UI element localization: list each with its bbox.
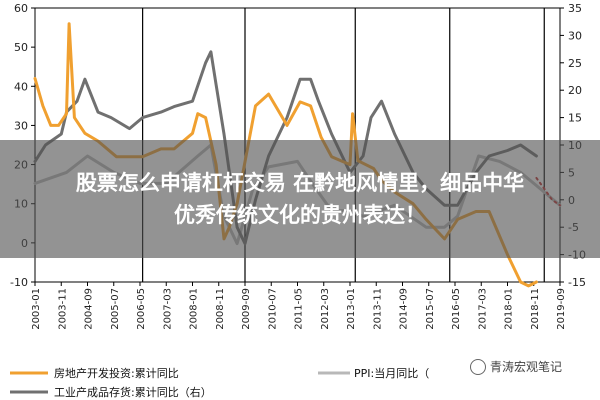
x-tick-label: 2004-09 [84,288,95,330]
x-tick-label: 2017-03 [477,288,488,330]
left-tick-label: 60 [14,2,28,15]
x-tick-label: 2012-03 [320,288,331,330]
right-tick-label: 20 [568,84,582,97]
x-tick-label: 2009-09 [241,288,252,330]
right-tick-label: -15 [568,276,586,289]
x-tick-label: 2003-11 [57,288,68,330]
left-tick-label: 30 [14,119,28,132]
legend-label-ppi: PPI:当月同比（ [354,366,429,380]
x-tick-label: 2003-01 [31,288,42,330]
x-tick-label: 2006-05 [136,288,147,330]
watermark-text: 青涛宏观笔记 [490,360,563,374]
x-tick-label: 2013-11 [372,288,383,330]
right-tick-label: 25 [568,57,582,70]
x-tick-label: 2005-07 [110,288,121,330]
x-tick-label: 2016-05 [451,288,462,330]
x-tick-label: 2014-09 [399,288,410,330]
x-tick-label: 2019-09 [556,288,567,330]
legend-label-real-estate: 房地产开发投资:累计同比 [54,366,179,380]
x-tick-label: 2010-07 [267,288,278,330]
x-tick-label: 2008-01 [189,288,200,330]
left-tick-label: 50 [14,41,28,54]
left-tick-label: -10 [10,276,28,289]
right-tick-label: 35 [568,2,582,15]
x-axis: 2003-01 2003-11 2004-09 2005-07 2006-05 2007-… [31,282,567,330]
overlay-line-2: 优秀传统文化的贵州表达！ [174,203,426,227]
right-tick-label: 15 [568,112,582,125]
overlay-banner: 股票怎么申请杠杆交易 在黔地风情里，细品中华 优秀传统文化的贵州表达！ [0,140,600,258]
overlay-line-1: 股票怎么申请杠杆交易 在黔地风情里，细品中华 [75,171,525,195]
x-tick-label: 2018-11 [530,288,541,330]
legend-label-inventory: 工业产成品存货:累计同比（右） [54,385,212,399]
x-tick-label: 2008-11 [215,288,226,330]
right-tick-label: 30 [568,29,582,42]
x-tick-label: 2007-03 [162,288,173,330]
legend-label-ppi-text: PPI:当月同比 [354,366,418,380]
x-tick-label: 2013-01 [346,288,357,330]
x-tick-label: 2018-01 [504,288,515,330]
legend-label-ppi-suffix: （ [418,367,429,380]
legend: 房地产开发投资:累计同比 PPI:当月同比（ 工业产成品存货:累计同比（右） [10,366,429,399]
x-tick-label: 2011-05 [294,288,305,330]
left-tick-label: 40 [14,80,28,93]
x-tick-label: 2015-07 [425,288,436,330]
watermark: 青涛宏观笔记 [470,358,562,375]
wechat-icon [470,358,486,375]
